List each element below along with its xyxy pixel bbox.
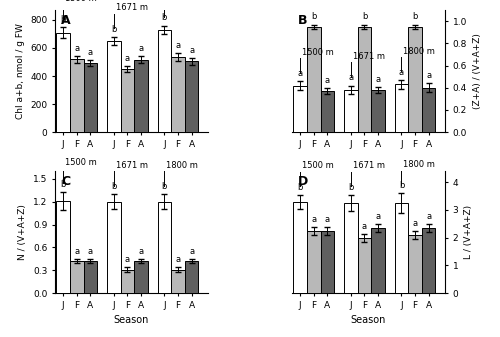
Text: 1800 m: 1800 m — [166, 161, 198, 170]
Bar — [158, 202, 171, 293]
Text: a: a — [298, 69, 303, 78]
Text: b: b — [60, 15, 66, 24]
Text: C: C — [61, 175, 70, 188]
Bar — [408, 27, 422, 132]
Y-axis label: Chl a+b, nmol / g FW: Chl a+b, nmol / g FW — [16, 23, 24, 119]
Bar — [70, 59, 84, 132]
Text: a: a — [362, 221, 367, 231]
Bar — [84, 261, 97, 293]
Text: a: a — [325, 215, 330, 223]
Text: b: b — [111, 182, 116, 191]
Text: a: a — [176, 255, 180, 264]
Bar — [185, 61, 198, 132]
Text: a: a — [125, 255, 130, 264]
Bar — [107, 202, 120, 293]
Bar — [294, 202, 307, 293]
Bar — [158, 30, 171, 132]
Text: 1500 m: 1500 m — [302, 161, 334, 170]
Text: a: a — [399, 68, 404, 77]
Text: a: a — [189, 247, 194, 256]
Bar — [372, 90, 385, 132]
Bar — [320, 231, 334, 293]
Text: a: a — [74, 247, 80, 256]
Text: a: a — [138, 44, 143, 53]
Text: a: a — [88, 48, 93, 57]
Bar — [56, 201, 70, 293]
Bar — [358, 238, 372, 293]
Y-axis label: (Z+A) / (V+A+Z): (Z+A) / (V+A+Z) — [472, 33, 482, 109]
Bar — [422, 228, 436, 293]
Text: 1671 m: 1671 m — [116, 3, 148, 12]
Text: a: a — [74, 43, 80, 53]
Bar — [56, 33, 70, 132]
Bar — [307, 231, 320, 293]
Bar — [344, 203, 358, 293]
Bar — [422, 88, 436, 132]
Text: 1500 m: 1500 m — [65, 158, 97, 167]
Text: b: b — [298, 183, 303, 192]
Bar — [394, 203, 408, 293]
Text: a: a — [125, 54, 130, 63]
Text: 1671 m: 1671 m — [353, 52, 385, 61]
Text: 1500 m: 1500 m — [65, 0, 97, 3]
Text: a: a — [376, 74, 380, 84]
Text: b: b — [362, 12, 367, 22]
Text: a: a — [426, 212, 431, 221]
Bar — [171, 57, 185, 132]
Bar — [408, 235, 422, 293]
Text: 1671 m: 1671 m — [116, 161, 148, 170]
Text: b: b — [348, 183, 354, 192]
Bar — [107, 41, 120, 132]
Bar — [70, 261, 84, 293]
Bar — [185, 261, 198, 293]
Text: 1800 m: 1800 m — [404, 160, 436, 169]
Text: a: a — [189, 46, 194, 55]
Text: a: a — [88, 247, 93, 256]
Text: b: b — [412, 12, 418, 22]
Bar — [120, 69, 134, 132]
X-axis label: Season: Season — [114, 315, 149, 326]
Text: a: a — [412, 219, 418, 228]
Text: D: D — [298, 175, 308, 188]
Text: 1671 m: 1671 m — [353, 161, 385, 170]
Text: a: a — [312, 215, 316, 223]
Bar — [394, 85, 408, 132]
Bar — [307, 27, 320, 132]
Bar — [171, 270, 185, 293]
Text: b: b — [111, 25, 116, 34]
Text: b: b — [311, 12, 316, 22]
Bar — [372, 228, 385, 293]
Text: 1500 m: 1500 m — [302, 48, 334, 57]
Text: a: a — [176, 41, 180, 50]
Bar — [134, 60, 148, 132]
Text: a: a — [325, 76, 330, 85]
Bar — [320, 91, 334, 132]
Text: b: b — [162, 182, 167, 191]
Bar — [84, 63, 97, 132]
Text: a: a — [376, 212, 380, 221]
Bar — [344, 90, 358, 132]
Y-axis label: N / (V+A+Z): N / (V+A+Z) — [18, 204, 28, 260]
Text: a: a — [138, 247, 143, 256]
Bar — [120, 270, 134, 293]
Bar — [134, 261, 148, 293]
Text: b: b — [399, 181, 404, 190]
X-axis label: Season: Season — [351, 315, 386, 326]
Text: a: a — [348, 73, 354, 83]
Text: b: b — [60, 180, 66, 189]
Text: 1800 m: 1800 m — [166, 0, 198, 1]
Text: B: B — [298, 14, 308, 27]
Text: A: A — [61, 14, 70, 27]
Bar — [294, 86, 307, 132]
Text: a: a — [426, 71, 431, 80]
Y-axis label: L / (V+A+Z): L / (V+A+Z) — [464, 205, 473, 259]
Bar — [358, 27, 372, 132]
Text: b: b — [162, 13, 167, 23]
Text: 1800 m: 1800 m — [404, 47, 436, 56]
